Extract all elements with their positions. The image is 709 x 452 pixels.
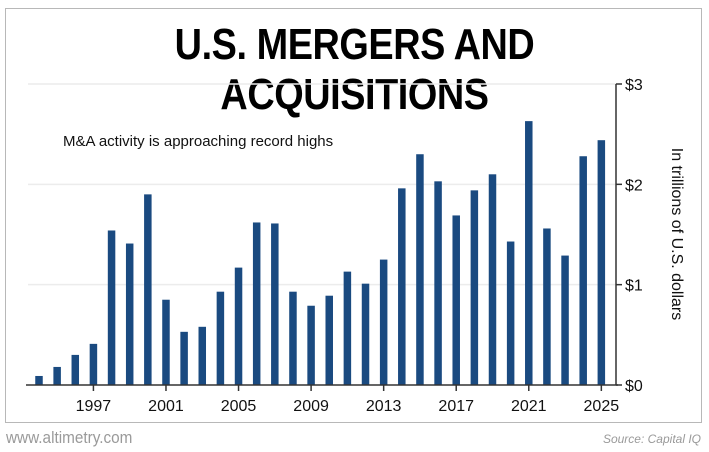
bar-2009 xyxy=(307,305,315,385)
bar-1999 xyxy=(125,243,134,385)
website-label: www.altimetry.com xyxy=(6,428,133,447)
y-tick-label: $2 xyxy=(625,177,643,194)
axes: $0 $1 $2 $3 1997 2001 2005 2009 2013 2017 2021 2025 xyxy=(26,77,643,415)
bar-2011 xyxy=(343,271,352,385)
x-tick-label: 1997 xyxy=(76,398,112,415)
bar-2022 xyxy=(543,228,551,385)
bar-2018 xyxy=(470,190,479,385)
bar-2010 xyxy=(325,295,333,385)
source-label: Source: Capital IQ xyxy=(602,432,701,446)
y-axis-label: In trillions of U.S. dollars xyxy=(668,148,685,321)
x-tick-label: 2013 xyxy=(366,398,402,415)
chart-title: U.S. MERGERS AND ACQUISITIONS xyxy=(174,20,535,119)
bar-2017 xyxy=(452,215,460,385)
x-tick-label: 2001 xyxy=(148,398,184,415)
bar-2016 xyxy=(434,181,442,385)
bar-1998 xyxy=(107,230,116,385)
bar-2008 xyxy=(289,291,297,385)
bar-2002 xyxy=(180,331,188,385)
bar-2013 xyxy=(379,259,388,385)
bar-2003 xyxy=(198,326,207,385)
x-tick-label: 2017 xyxy=(438,398,474,415)
x-tick-label: 2021 xyxy=(511,398,547,415)
bar-2023 xyxy=(561,255,569,385)
bar-2004 xyxy=(216,291,225,385)
y-tick-label: $0 xyxy=(625,378,643,395)
bar-2020 xyxy=(506,241,515,385)
x-tick-label: 2005 xyxy=(221,398,257,415)
bar-2000 xyxy=(144,194,152,385)
y-tick-label: $1 xyxy=(625,278,643,295)
bar-2007 xyxy=(271,223,279,385)
x-tick-label: 2009 xyxy=(293,398,329,415)
bar-2019 xyxy=(488,174,497,385)
bar-1997 xyxy=(89,343,98,385)
bar-2014 xyxy=(398,188,406,385)
bar-2006 xyxy=(252,222,261,385)
chart-annotation: M&A activity is approaching record highs xyxy=(63,133,333,150)
bar-2024 xyxy=(579,156,587,385)
bar-1995 xyxy=(53,366,61,385)
bars xyxy=(35,121,606,385)
bar-2025 xyxy=(597,140,606,385)
bar-2012 xyxy=(361,283,370,385)
bar-2005 xyxy=(234,267,243,385)
bar-2015 xyxy=(416,154,424,385)
bar-2021 xyxy=(525,121,533,385)
bar-1996 xyxy=(71,354,80,385)
y-tick-label: $3 xyxy=(625,77,643,94)
bar-1994 xyxy=(35,375,43,385)
x-tick-label: 2025 xyxy=(584,398,620,415)
bar-2001 xyxy=(162,299,170,385)
